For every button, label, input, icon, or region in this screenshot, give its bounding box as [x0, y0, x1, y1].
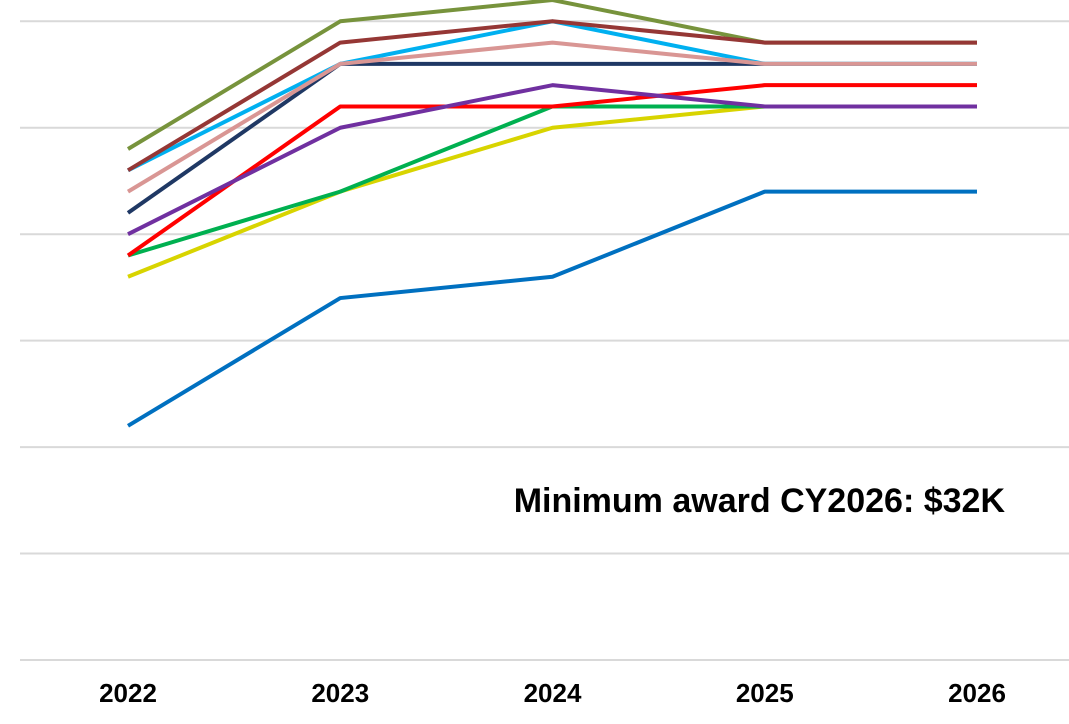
x-tick-label: 2026: [948, 678, 1006, 708]
series-line: [126, 83, 977, 258]
series-line: [126, 40, 977, 194]
x-tick-label: 2023: [311, 678, 369, 708]
series-line: [126, 189, 977, 428]
x-tick-label: 2022: [99, 678, 157, 708]
x-tick-label: 2025: [736, 678, 794, 708]
annotation: Minimum award CY2026: $32K: [514, 482, 1006, 520]
series-line: [127, 83, 977, 236]
x-tick-label: 2024: [524, 678, 582, 708]
series-line: [126, 19, 977, 173]
